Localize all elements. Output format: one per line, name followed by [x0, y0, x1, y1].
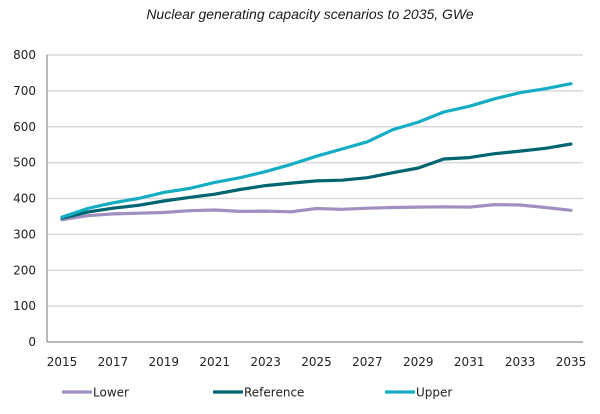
x-tick-label: 2031 — [454, 355, 485, 369]
y-tick-label: 500 — [13, 156, 36, 170]
series-line-reference — [60, 142, 573, 220]
legend-label: Lower — [93, 386, 129, 400]
x-tick-label: 2019 — [149, 355, 180, 369]
y-tick-label: 800 — [13, 48, 36, 62]
y-tick-label: 700 — [13, 84, 36, 98]
axes — [46, 55, 583, 343]
x-tick-label: 2029 — [403, 355, 434, 369]
legend-item-lower: Lower — [62, 386, 129, 400]
legend-label: Reference — [244, 386, 304, 400]
x-tick-label: 2015 — [47, 355, 78, 369]
x-tick-label: 2023 — [250, 355, 281, 369]
y-axis-tick-labels: 0 100 200 300 400 500 600 700 800 — [13, 48, 36, 349]
series-line-lower — [60, 203, 573, 222]
x-axis-tick-labels: 2015 2017 2019 2021 2023 2025 2027 2029 2031 2033… — [47, 355, 587, 369]
legend-label: Upper — [416, 386, 452, 400]
y-tick-label: 400 — [13, 192, 36, 206]
y-tick-label: 0 — [28, 335, 36, 349]
legend-item-reference: Reference — [213, 386, 304, 400]
x-tick-label: 2025 — [301, 355, 332, 369]
series-line-upper — [60, 82, 573, 219]
x-tick-label: 2027 — [352, 355, 383, 369]
y-tick-label: 600 — [13, 120, 36, 134]
series-lines — [60, 82, 573, 222]
x-tick-label: 2017 — [98, 355, 129, 369]
gridlines — [47, 54, 583, 307]
y-tick-label: 300 — [13, 227, 36, 241]
x-tick-label: 2021 — [199, 355, 230, 369]
y-tick-label: 100 — [13, 299, 36, 313]
x-tick-label: 2033 — [505, 355, 536, 369]
chart-title: Nuclear generating capacity scenarios to… — [146, 6, 474, 22]
legend-item-upper: Upper — [385, 386, 452, 400]
legend: Lower Reference Upper — [62, 386, 452, 400]
y-tick-label: 200 — [13, 263, 36, 277]
x-tick-label: 2035 — [556, 355, 587, 369]
